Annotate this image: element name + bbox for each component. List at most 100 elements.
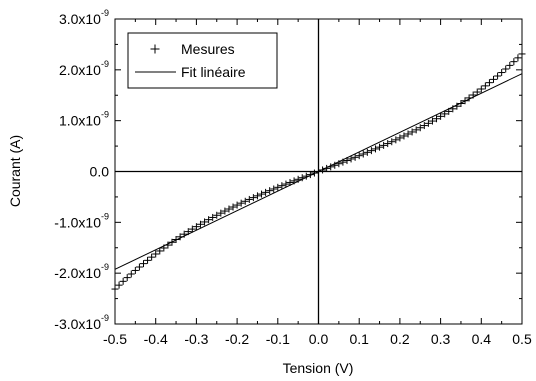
measure-point xyxy=(453,102,461,110)
measure-point xyxy=(188,225,196,233)
x-axis-title: Tension (V) xyxy=(283,360,354,376)
x-tick-label: -0.5 xyxy=(103,331,127,347)
measure-point xyxy=(343,157,351,165)
measure-point xyxy=(176,233,184,241)
measure-point xyxy=(282,180,290,188)
y-tick-label: -3.0x10-9 xyxy=(54,313,109,332)
measure-point xyxy=(485,79,493,87)
legend-label-mesures: Mesures xyxy=(181,41,235,57)
measure-point xyxy=(319,166,327,174)
measure-point xyxy=(290,177,298,185)
measure-point xyxy=(323,164,331,172)
measure-point xyxy=(221,207,229,215)
measure-point xyxy=(396,134,404,142)
legend-box xyxy=(127,32,278,89)
y-tick-label: 1.0x10-9 xyxy=(59,110,109,129)
measure-point xyxy=(184,228,192,236)
measure-point xyxy=(229,203,237,211)
measure-point xyxy=(376,143,384,151)
measure-point xyxy=(164,241,172,249)
measure-point xyxy=(201,218,209,226)
x-tick-label: 0.3 xyxy=(431,331,451,347)
measure-point xyxy=(428,117,436,125)
measure-point xyxy=(514,54,522,62)
measure-point xyxy=(510,58,518,66)
measure-point xyxy=(506,61,514,69)
plot-area xyxy=(111,50,526,293)
measure-point xyxy=(131,266,139,274)
x-tick-label: -0.3 xyxy=(184,331,208,347)
measure-point xyxy=(253,192,261,200)
measure-point xyxy=(400,132,408,140)
measure-point xyxy=(249,194,257,202)
measure-point xyxy=(213,211,221,219)
measure-point xyxy=(490,75,498,83)
measure-point xyxy=(241,197,249,205)
measure-point xyxy=(445,107,453,115)
measure-point xyxy=(416,124,424,132)
measure-point xyxy=(298,174,306,182)
y-tick-label: -1.0x10-9 xyxy=(54,211,109,230)
x-tick-label: 0.5 xyxy=(512,331,532,347)
measure-point xyxy=(135,263,143,271)
measure-point xyxy=(457,100,465,108)
measure-point xyxy=(404,130,412,138)
x-tick-label: 0.0 xyxy=(309,331,329,347)
measure-point xyxy=(266,187,274,195)
measure-point xyxy=(384,140,392,148)
ticks: -0.5 -0.4 -0.3 -0.2 -0.1 0.0 0.1 0.2 0.3 0.4 0.5 -3… xyxy=(54,8,532,347)
measure-point xyxy=(294,175,302,183)
measure-point xyxy=(139,260,147,268)
measure-point xyxy=(441,110,449,118)
measure-point xyxy=(123,274,131,282)
measure-point xyxy=(168,238,176,246)
measure-point xyxy=(310,169,318,177)
measure-point xyxy=(469,91,477,99)
measure-point xyxy=(420,122,428,130)
measure-point xyxy=(217,209,225,217)
measure-point xyxy=(339,158,347,166)
measure-point xyxy=(270,185,278,193)
measure-point xyxy=(355,152,363,160)
measure-point xyxy=(465,94,473,102)
measure-point xyxy=(148,253,156,261)
measure-point xyxy=(473,88,481,96)
measure-point xyxy=(347,155,355,163)
legend: Mesures Fit linéaire xyxy=(127,32,278,89)
measure-point xyxy=(115,281,123,289)
measure-point xyxy=(233,201,241,209)
measure-point xyxy=(380,141,388,149)
measure-point xyxy=(180,230,188,238)
x-tick-label: -0.4 xyxy=(144,331,168,347)
measure-point xyxy=(388,138,396,146)
measure-point xyxy=(477,85,485,93)
measure-point xyxy=(302,172,310,180)
measure-point xyxy=(359,150,367,158)
legend-label-fit: Fit linéaire xyxy=(181,64,246,80)
y-axis-title: Courant (A) xyxy=(7,135,23,207)
measure-point xyxy=(367,147,375,155)
measure-point xyxy=(237,199,245,207)
measure-point xyxy=(412,126,420,134)
measure-point xyxy=(371,145,379,153)
measure-point xyxy=(144,256,152,264)
x-tick-label: 0.1 xyxy=(349,331,369,347)
measure-point xyxy=(196,220,204,228)
measure-point xyxy=(494,72,502,80)
measure-point xyxy=(127,270,135,278)
measure-point xyxy=(335,160,343,168)
measure-point xyxy=(160,244,168,252)
measure-point xyxy=(363,148,371,156)
measure-point xyxy=(424,119,432,127)
measure-point xyxy=(205,216,213,224)
measure-point xyxy=(286,178,294,186)
legend-marker-mesures xyxy=(150,44,160,54)
x-tick-label: -0.1 xyxy=(266,331,290,347)
x-tick-label: -0.2 xyxy=(225,331,249,347)
measure-point xyxy=(156,247,164,255)
measure-point xyxy=(209,213,217,221)
measure-point xyxy=(502,65,510,73)
measure-point xyxy=(278,182,286,190)
measure-point xyxy=(498,69,506,77)
